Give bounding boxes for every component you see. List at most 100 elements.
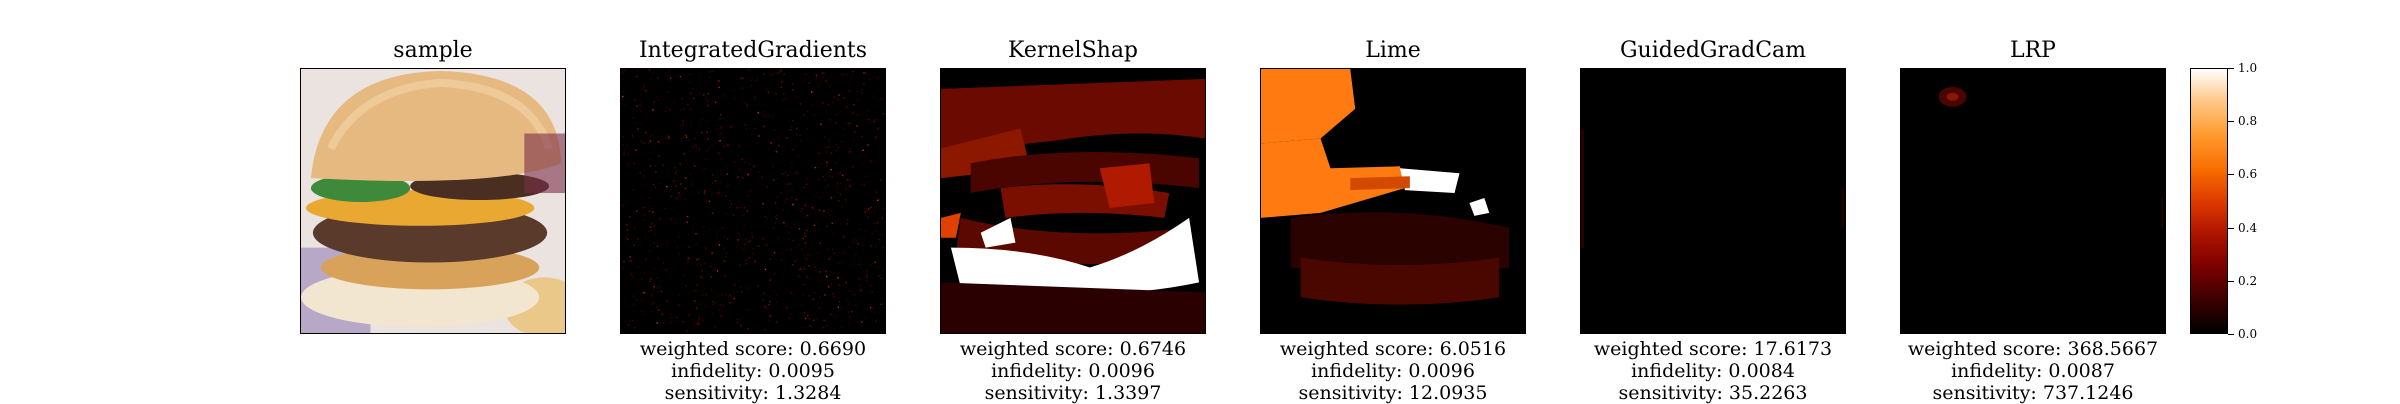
ig-speckle [632, 135, 634, 137]
ig-speckle [640, 299, 643, 302]
ig-speckle [711, 71, 713, 73]
ig-speckle [830, 169, 832, 171]
ig-speckle [838, 284, 840, 287]
ig-speckle [861, 92, 863, 94]
ig-speckle [742, 177, 744, 179]
ig-speckle [858, 154, 861, 157]
ig-speckle [788, 239, 791, 241]
ig-speckle [753, 259, 756, 262]
ig-speckle [621, 72, 623, 74]
ig-speckle [804, 204, 806, 207]
ig-speckle [786, 249, 788, 252]
ig-speckle [698, 316, 700, 319]
ig-speckle [750, 85, 753, 87]
ig-speckle [678, 305, 681, 307]
ig-speckle [686, 329, 689, 332]
ig-speckle [622, 73, 624, 75]
ig-speckle [621, 204, 624, 206]
ig-speckle [836, 99, 838, 101]
ig-speckle [643, 142, 646, 145]
ig-speckle [816, 75, 818, 77]
ig-speckle [684, 177, 687, 179]
ig-speckle [720, 127, 722, 129]
ig-speckle [764, 328, 766, 331]
ig-speckle [806, 110, 808, 112]
ig-speckle [751, 235, 753, 238]
ig-speckle [684, 198, 686, 201]
ig-speckle [698, 323, 700, 325]
ig-speckle [797, 239, 799, 241]
ig-speckle [783, 93, 785, 95]
ig-speckle [870, 285, 872, 287]
ig-speckle [881, 217, 884, 219]
ig-speckle [830, 283, 832, 285]
ig-speckle [642, 207, 644, 209]
ig-speckle [804, 317, 807, 320]
ig-speckle [801, 210, 803, 213]
ig-speckle [645, 90, 647, 92]
ig-speckle [729, 294, 731, 297]
ig-speckle [707, 92, 709, 95]
ig-speckle [819, 82, 821, 85]
ig-speckle [657, 291, 659, 293]
ig-speckle [653, 225, 655, 227]
ig-speckle [701, 270, 703, 272]
infidelity: infidelity: 0.0095 [671, 360, 835, 382]
ig-speckle [705, 248, 707, 250]
ig-speckle [732, 214, 735, 217]
ig-speckle [658, 99, 660, 101]
ig-speckle [726, 185, 729, 187]
ig-speckle [674, 167, 676, 169]
ig-speckle [815, 318, 818, 321]
ig-speckle [775, 217, 778, 220]
ig-speckle [782, 209, 785, 211]
ig-speckle [636, 266, 639, 268]
ig-speckle [792, 119, 794, 122]
ig-speckle [879, 97, 882, 99]
ig-speckle [881, 234, 884, 236]
ig-speckle [841, 207, 843, 209]
ig-speckle [864, 316, 867, 319]
ig-speckle [777, 237, 779, 239]
ig-speckle [708, 76, 711, 79]
ig-speckle [670, 322, 672, 324]
ig-speckle [708, 200, 710, 203]
ig-speckle [632, 275, 634, 278]
ig-speckle [691, 183, 693, 185]
ig-speckle [755, 127, 757, 130]
sensitivity: sensitivity: 12.0935 [1298, 382, 1488, 404]
ig-speckle [666, 300, 668, 302]
ig-speckle [821, 289, 823, 292]
ig-speckle [720, 157, 722, 160]
ig-speckle [643, 214, 646, 216]
weighted-score: weighted score: 0.6690 [639, 338, 867, 360]
ig-speckle [669, 313, 672, 315]
ig-speckle [877, 266, 879, 268]
ig-speckle [626, 224, 628, 226]
ig-speckle [621, 205, 624, 207]
ig-speckle [703, 226, 705, 228]
ig-speckle [853, 242, 856, 244]
ig-speckle [789, 182, 792, 184]
ig-speckle [732, 89, 735, 91]
ig-speckle [766, 185, 769, 188]
ig-speckle [826, 162, 829, 164]
ig-speckle [837, 277, 839, 279]
ig-speckle [739, 206, 742, 209]
ig-speckle [866, 275, 868, 278]
ig-speckle [873, 210, 875, 212]
ig-speckle [699, 92, 702, 95]
ig-speckle [739, 264, 741, 266]
ig-speckle [866, 279, 868, 282]
ig-speckle [767, 91, 770, 93]
ig-speckle [820, 162, 822, 165]
ig-speckle [652, 72, 655, 75]
ig-speckle [738, 318, 741, 320]
ig-speckle [756, 77, 759, 79]
ig-speckle [867, 210, 869, 212]
ig-speckle [804, 312, 806, 314]
ig-speckle [705, 158, 707, 161]
ig-speckle [775, 93, 777, 95]
ig-speckle [781, 252, 784, 254]
ig-speckle [774, 202, 777, 204]
